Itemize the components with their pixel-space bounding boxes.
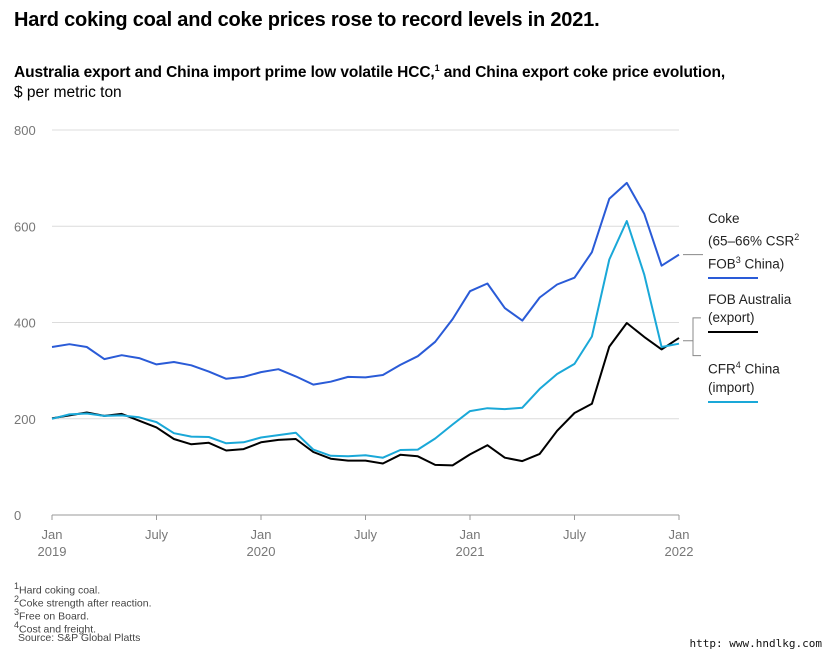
- legend-coke-swatch: [708, 277, 758, 279]
- legend-fob-line1: FOB Australia: [708, 292, 792, 307]
- footnote-3-mark: 3: [14, 607, 20, 617]
- chart-headline: Hard coking coal and coke prices rose to…: [14, 9, 600, 31]
- legend-cfr: CFR4 China (import): [708, 356, 780, 403]
- legend-fob-line2: (export): [708, 310, 755, 325]
- legend-coke-line2: (65–66% CSR2: [708, 228, 799, 251]
- legend-coke-line3: FOB3 China): [708, 251, 799, 274]
- legend-coke-sup3: 3: [735, 254, 741, 265]
- x-tick-year-4: 2021: [456, 544, 485, 559]
- legend-coke-line2-text: (65–66% CSR: [708, 233, 795, 249]
- x-tick-label-4: Jan: [460, 527, 481, 542]
- x-tick-label-6: Jan: [669, 527, 690, 542]
- footnote-1-text: Hard coking coal.: [19, 584, 101, 597]
- legend-cfr-line1: CFR4 China: [708, 356, 780, 379]
- y-tick-label-800: 800: [14, 123, 36, 138]
- y-tick-label-400: 400: [14, 316, 36, 331]
- legend-cfr-line1-text: CFR: [708, 361, 736, 377]
- x-tick-label-0: Jan: [42, 527, 63, 542]
- leader-fob-cfr: [683, 317, 701, 357]
- y-tick-label-600: 600: [14, 219, 36, 234]
- series-line-2: [51, 220, 680, 459]
- footnote-2-text: Coke strength after reaction.: [19, 597, 152, 610]
- legend-coke-line3-text-b: China): [740, 256, 785, 271]
- footnote-1-mark: 1: [14, 581, 20, 591]
- footnote-4-mark: 4: [14, 620, 20, 630]
- chart-subtitle: Australia export and China import prime …: [14, 63, 725, 82]
- y-tick-label-200: 200: [14, 412, 36, 427]
- series-line-0: [51, 181, 680, 386]
- legend-cfr-sup4: 4: [735, 360, 741, 370]
- chart-unit: $ per metric ton: [14, 84, 122, 101]
- x-tick-year-6: 2022: [665, 544, 694, 559]
- x-tick-label-5: July: [563, 527, 587, 542]
- x-tick-year-0: 2019: [38, 544, 67, 559]
- source-note: Source: S&P Global Platts: [18, 632, 141, 644]
- legend-coke: Coke (65–66% CSR2 FOB3 China): [708, 210, 799, 279]
- legend-coke-line1: Coke: [708, 211, 740, 226]
- subtitle-footnote-mark: 1: [434, 63, 440, 73]
- x-tick-label-1: July: [145, 527, 169, 542]
- footnote-1: 1Hard coking coal.: [14, 580, 100, 598]
- footnote-4-text: Cost and freight.: [19, 623, 97, 636]
- subtitle-text-2: and China export coke price evolution,: [439, 64, 726, 82]
- legend-cfr-line1-text-b: China: [740, 361, 780, 377]
- legend-coke-line3-text: FOB: [708, 256, 736, 271]
- legend-cfr-line2: (import): [708, 379, 755, 395]
- subtitle-text: Australia export and China import prime …: [14, 64, 435, 82]
- footnote-2: 2Coke strength after reaction.: [14, 593, 152, 611]
- footnote-3-text: Free on Board.: [19, 610, 90, 623]
- footnote-4: 4Cost and freight.: [14, 619, 96, 637]
- legend-fob-swatch: [708, 331, 758, 333]
- watermark-url: http: www.hndlkg.com: [689, 637, 822, 650]
- legend-coke-sup2: 2: [794, 232, 800, 242]
- series-line-1: [51, 322, 680, 467]
- x-tick-year-2: 2020: [247, 544, 276, 559]
- footnote-2-mark: 2: [14, 594, 20, 604]
- legend-cfr-swatch: [708, 400, 758, 403]
- x-tick-label-2: Jan: [251, 527, 272, 542]
- y-tick-label-0: 0: [14, 508, 21, 523]
- x-tick-label-3: July: [354, 527, 378, 542]
- footnote-3: 3Free on Board.: [14, 606, 89, 624]
- legend-fob: FOB Australia (export): [708, 291, 791, 333]
